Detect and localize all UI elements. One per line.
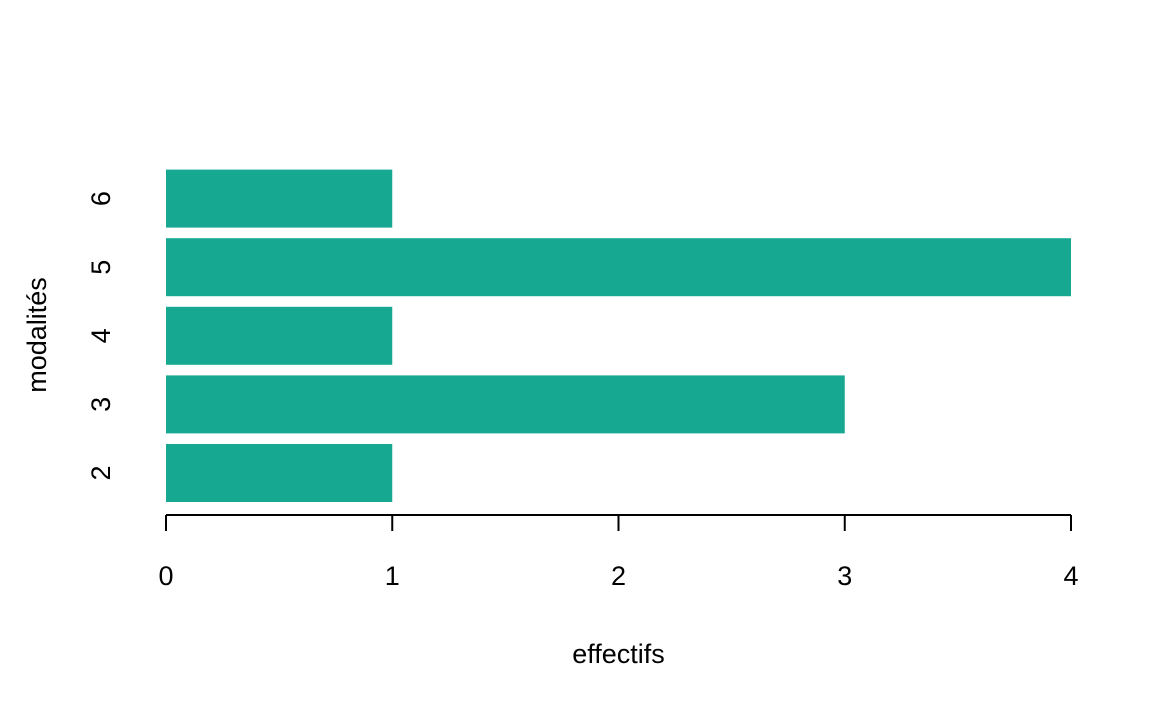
bar-6	[166, 169, 393, 228]
y-tick-label-6: 6	[86, 191, 116, 206]
x-axis-title: effectifs	[572, 639, 665, 669]
y-tick-label-2: 2	[86, 465, 116, 480]
x-tick-label-4: 4	[1063, 561, 1078, 591]
y-tick-label-4: 4	[86, 328, 116, 343]
y-tick-label-3: 3	[86, 397, 116, 412]
bar-3	[166, 375, 845, 434]
bar-2	[166, 444, 393, 502]
x-axis: 0 1 2 3 4	[158, 514, 1079, 591]
bar-5	[166, 238, 1071, 297]
x-tick-label-3: 3	[837, 561, 852, 591]
x-tick-label-2: 2	[611, 561, 626, 591]
bar-4	[166, 306, 393, 365]
bars-group	[166, 169, 1071, 502]
y-axis-tick-labels: 2 3 4 5 6	[86, 191, 116, 480]
y-tick-label-5: 5	[86, 260, 116, 275]
x-tick-label-1: 1	[385, 561, 400, 591]
x-tick-label-0: 0	[158, 561, 173, 591]
y-axis-title: modalités	[22, 277, 52, 393]
